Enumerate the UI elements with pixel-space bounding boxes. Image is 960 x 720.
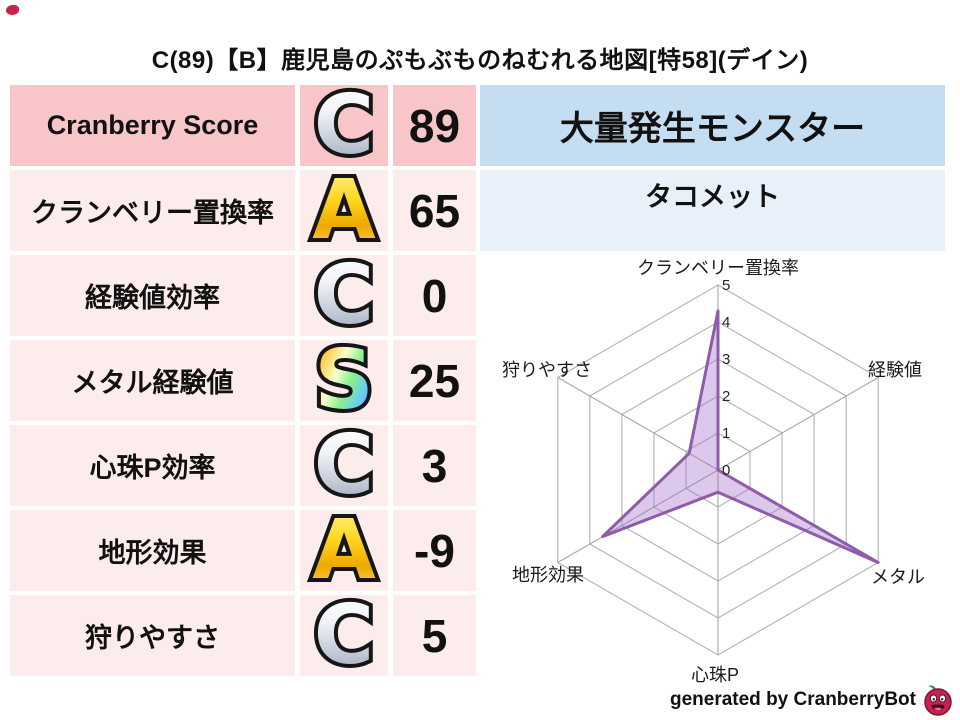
- stat-row: 経験値効率C0: [10, 254, 476, 337]
- radar-axis-label: クランベリー置換率: [637, 258, 799, 278]
- grade-badge: C: [314, 594, 374, 677]
- monster-name: タコメット: [480, 170, 945, 251]
- stat-label: 経験値効率: [10, 255, 295, 336]
- corner-decoration: [6, 5, 19, 15]
- grade-cell: C: [300, 424, 388, 507]
- radar-axis-label: 経験値: [868, 360, 922, 380]
- cranberry-bot-icon: [924, 685, 952, 716]
- radar-axis-label: 地形効果: [512, 565, 584, 585]
- grade-cell: C: [300, 84, 388, 167]
- radar-axis-label: 心珠P: [691, 665, 739, 685]
- credit-text: generated by CranberryBot: [669, 688, 916, 710]
- radar-spoke: [557, 469, 719, 563]
- stat-label: Cranberry Score: [10, 85, 295, 166]
- stat-label: 狩りやすさ: [10, 595, 295, 676]
- stat-row: メタル経験値S25: [10, 339, 476, 422]
- radar-tick-label: 5: [722, 277, 730, 294]
- stat-label: メタル経験値: [10, 340, 295, 421]
- grade-badge: A: [312, 169, 376, 252]
- radar-spoke: [717, 377, 879, 471]
- radar-axis-label: 狩りやすさ: [502, 360, 592, 380]
- grade-cell: S: [300, 339, 388, 422]
- radar-axis-label: メタル: [871, 567, 925, 587]
- grade-badge: C: [314, 424, 374, 507]
- radar-tick-label: 2: [722, 388, 730, 405]
- radar-tick-label: 0: [722, 462, 730, 479]
- stat-value: 65: [393, 170, 476, 251]
- stat-row: Cranberry ScoreC89: [10, 84, 476, 167]
- stat-label: 地形効果: [10, 510, 295, 591]
- grade-cell: A: [300, 169, 388, 252]
- radar-tick-label: 4: [722, 314, 730, 331]
- footer-credit: generated by CranberryBot: [670, 683, 954, 716]
- stat-row: 心珠P効率C3: [10, 424, 476, 507]
- grade-cell: C: [300, 254, 388, 337]
- stat-value: -9: [393, 510, 476, 591]
- stat-label: 心珠P効率: [10, 425, 295, 506]
- stats-table: Cranberry ScoreC89クランベリー置換率A65経験値効率C0メタル…: [10, 84, 476, 680]
- grade-badge: A: [312, 509, 376, 592]
- stat-value: 25: [393, 340, 476, 421]
- grade-badge: S: [314, 339, 373, 422]
- stat-row: 狩りやすさC5: [10, 594, 476, 677]
- stat-value: 89: [393, 85, 476, 166]
- stat-value: 3: [393, 425, 476, 506]
- radar-tick-label: 1: [722, 425, 730, 442]
- stat-value: 0: [393, 255, 476, 336]
- grade-cell: C: [300, 594, 388, 677]
- page-title: C(89)【B】鹿児島のぷもぶものねむれる地図[特58](デイン): [151, 47, 809, 74]
- radar-data-polygon: [601, 309, 880, 564]
- stat-row: クランベリー置換率A65: [10, 169, 476, 252]
- grade-badge: C: [314, 254, 374, 337]
- monster-panel-header: 大量発生モンスター: [480, 85, 945, 166]
- stat-label: クランベリー置換率: [10, 170, 295, 251]
- radar-spoke: [557, 377, 719, 471]
- grade-badge: C: [314, 84, 374, 167]
- radar-tick-label: 3: [722, 351, 730, 368]
- stat-value: 5: [393, 595, 476, 676]
- grade-cell: A: [300, 509, 388, 592]
